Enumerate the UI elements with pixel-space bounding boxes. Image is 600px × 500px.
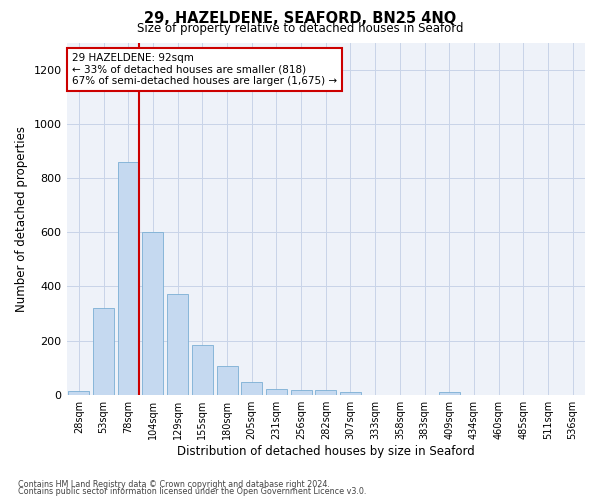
Bar — [118, 162, 139, 394]
Bar — [167, 294, 188, 394]
Bar — [93, 308, 114, 394]
Bar — [192, 344, 213, 395]
Text: 29, HAZELDENE, SEAFORD, BN25 4NQ: 29, HAZELDENE, SEAFORD, BN25 4NQ — [144, 11, 456, 26]
Bar — [241, 382, 262, 394]
Bar — [266, 388, 287, 394]
Text: Contains public sector information licensed under the Open Government Licence v3: Contains public sector information licen… — [18, 488, 367, 496]
Bar — [68, 390, 89, 394]
Y-axis label: Number of detached properties: Number of detached properties — [15, 126, 28, 312]
Bar — [217, 366, 238, 394]
Text: Size of property relative to detached houses in Seaford: Size of property relative to detached ho… — [137, 22, 463, 35]
Bar — [290, 390, 311, 394]
Bar — [439, 392, 460, 394]
Bar — [315, 390, 336, 394]
X-axis label: Distribution of detached houses by size in Seaford: Distribution of detached houses by size … — [177, 444, 475, 458]
Bar — [340, 392, 361, 394]
Text: Contains HM Land Registry data © Crown copyright and database right 2024.: Contains HM Land Registry data © Crown c… — [18, 480, 330, 489]
Bar — [142, 232, 163, 394]
Text: 29 HAZELDENE: 92sqm
← 33% of detached houses are smaller (818)
67% of semi-detac: 29 HAZELDENE: 92sqm ← 33% of detached ho… — [72, 53, 337, 86]
